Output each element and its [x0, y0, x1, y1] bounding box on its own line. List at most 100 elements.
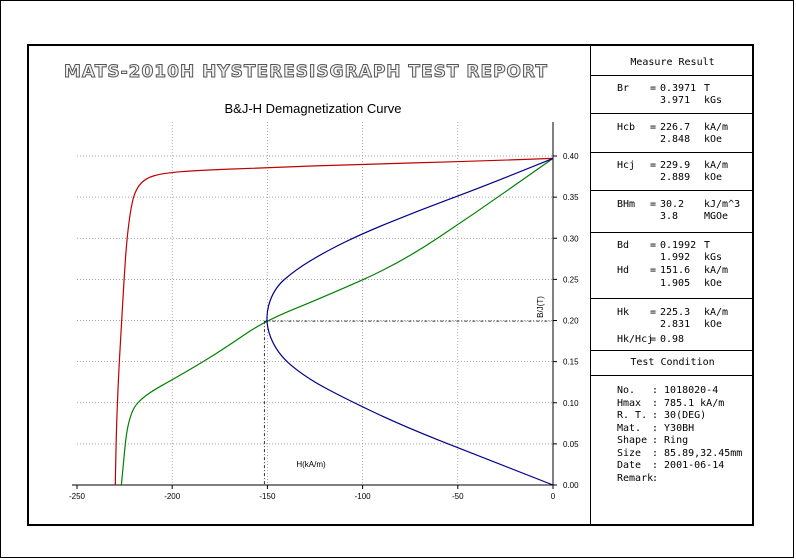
divider-line	[591, 152, 754, 153]
condition-label: Date	[617, 460, 642, 471]
bd-unit-2: kGs	[704, 252, 723, 263]
condition-value: : 785.1 kA/m	[652, 397, 725, 409]
y-tick-label: 0.20	[563, 317, 579, 326]
hcb-unit-2: kOe	[704, 134, 723, 145]
y-tick-label: 0.15	[563, 358, 579, 367]
hcj-unit-2: kOe	[704, 172, 723, 183]
series-line-0	[114, 157, 554, 486]
hk-hcj-label: Hk/Hcj	[617, 334, 654, 345]
br-unit-2: kGs	[704, 95, 723, 106]
condition-label: Mat.	[617, 422, 642, 434]
br-unit: T	[704, 83, 711, 94]
br-value-2: 3.971	[660, 95, 691, 106]
condition-label: R. T.	[617, 410, 648, 421]
chart-axes	[72, 122, 557, 489]
condition-value: : 1018020-4	[652, 385, 719, 396]
divider-line	[591, 375, 754, 376]
hd-value-2: 1.905	[660, 278, 691, 289]
bd-value-2: 1.992	[660, 252, 691, 263]
condition-value: :	[652, 472, 659, 484]
y-tick-label: 0.00	[563, 481, 579, 490]
x-axis-label: H(kA/m)	[296, 460, 326, 469]
bd-eq: =	[650, 240, 657, 251]
hk-hcj-value: 0.98	[660, 334, 685, 345]
hcj-unit: kA/m	[704, 160, 729, 171]
hcb-eq: =	[650, 122, 657, 133]
bhm-unit-2: MGOe	[704, 211, 729, 222]
x-tick-label: -100	[355, 492, 372, 501]
hd-unit: kA/m	[704, 265, 729, 276]
y-tick-label: 0.10	[563, 399, 579, 408]
report-border	[27, 44, 754, 526]
y-tick-label: 0.25	[563, 275, 579, 284]
bhm-label: BHm	[617, 199, 636, 210]
condition-label: No.	[617, 385, 636, 396]
chart-title: B&J-H Demagnetization Curve	[224, 101, 402, 116]
divider-line	[591, 232, 754, 233]
hcb-value-2: 2.848	[660, 134, 691, 145]
hk-unit: kA/m	[704, 307, 729, 318]
hk-unit-2: kOe	[704, 319, 723, 330]
x-tick-label: 0	[551, 492, 556, 501]
hd-value: 151.6	[660, 265, 691, 276]
series-line-2	[266, 157, 554, 486]
divider-line	[591, 113, 754, 114]
hcj-value: 229.9	[660, 160, 691, 171]
hd-unit-2: kOe	[704, 278, 723, 289]
bd-unit: T	[704, 240, 711, 251]
test-condition-title: Test Condition	[630, 357, 715, 368]
chart-series	[114, 157, 554, 486]
hk-value-2: 2.831	[660, 319, 691, 330]
bhm-value-2: 3.8	[660, 211, 679, 222]
hk-label: Hk	[617, 307, 630, 318]
x-tick-label: -150	[259, 492, 276, 501]
x-tick-label: -250	[69, 492, 86, 501]
panel-divider	[590, 46, 591, 524]
condition-value: : 30(DEG)	[652, 410, 707, 421]
y-axis-label: B/J(T)	[536, 296, 545, 318]
hd-label: Hd	[617, 265, 630, 276]
condition-value: : Ring	[652, 435, 689, 446]
hcj-label: Hcj	[617, 160, 636, 171]
measure-result-title: Measure Result	[630, 57, 715, 68]
x-tick-label: -50	[452, 492, 464, 501]
hd-eq: =	[650, 265, 657, 276]
series-line-1	[120, 157, 554, 486]
hk-eq: =	[650, 307, 657, 318]
y-tick-label: 0.30	[563, 234, 579, 243]
y-tick-label: 0.35	[563, 193, 579, 202]
divider-line	[591, 190, 754, 191]
x-tick-label: -200	[164, 492, 181, 501]
condition-label: Remark	[617, 472, 654, 484]
hk-hcj-eq: =	[650, 334, 657, 345]
hcj-eq: =	[650, 160, 657, 171]
br-eq: =	[650, 83, 657, 94]
bhm-unit: kJ/m^3	[704, 199, 741, 210]
bd-value: 0.1992	[660, 240, 697, 251]
y-tick-label: 0.05	[563, 440, 579, 449]
condition-label: Hmax	[617, 397, 642, 409]
hcb-unit: kA/m	[704, 122, 729, 133]
report-title: MATS-2010H HYSTERESISGRAPH TEST REPORT	[64, 62, 548, 83]
bd-label: Bd	[617, 240, 630, 251]
divider-line	[591, 75, 754, 76]
y-tick-label: 0.40	[563, 152, 579, 161]
br-label: Br	[617, 83, 630, 94]
hk-value: 225.3	[660, 307, 691, 318]
condition-label: Shape	[617, 435, 648, 446]
condition-value: : 85.89,32.45mm	[652, 447, 743, 459]
divider-line	[591, 298, 754, 299]
hcj-value-2: 2.889	[660, 172, 691, 183]
chart-labels: -250 -200 -150 -100 -50 0 0.00 0.05 0.10 0.15 0.20…	[69, 152, 579, 501]
bhm-value: 30.2	[660, 199, 685, 210]
divider-line	[591, 350, 754, 351]
condition-label: Size	[617, 447, 642, 459]
hcb-value: 226.7	[660, 122, 691, 133]
chart-grid	[77, 122, 553, 485]
bhm-eq: =	[650, 199, 657, 210]
br-value: 0.3971	[660, 83, 697, 94]
condition-value: : 2001-06-14	[652, 460, 725, 471]
condition-value: : Y30BH	[652, 422, 695, 434]
